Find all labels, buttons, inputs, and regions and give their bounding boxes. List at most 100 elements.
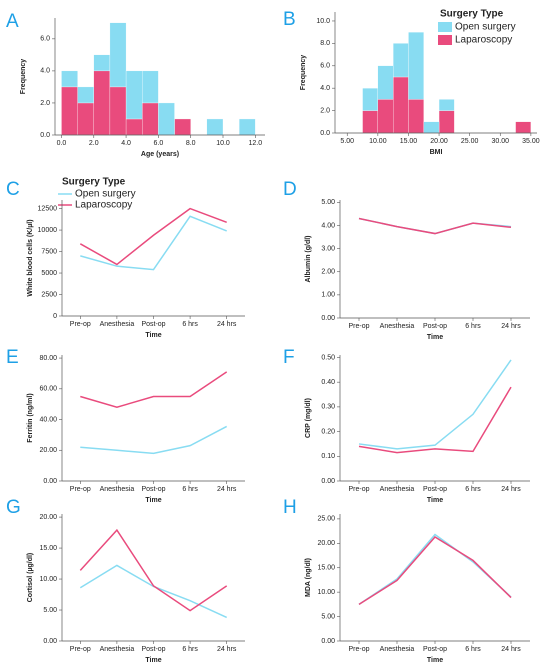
x-tick-label: 30.00 (492, 138, 510, 145)
y-tick-label: 15.00 (317, 565, 335, 572)
x-tick-label: Pre-op (348, 486, 369, 493)
y-axis-label: MDA (ng/dl) (305, 558, 312, 597)
x-tick-label: 6 hrs (465, 323, 481, 330)
y-tick-label: 5000 (41, 270, 57, 277)
y-tick-label: 20.00 (39, 514, 57, 521)
bar (408, 32, 424, 100)
y-tick-label: 10.0 (316, 18, 330, 25)
x-tick-label: Post-op (423, 323, 447, 330)
y-tick-label: 40.00 (39, 416, 57, 423)
x-tick-label: 6 hrs (465, 486, 481, 493)
bar (93, 70, 111, 136)
series-line (358, 217, 512, 235)
legend-entry: Laparoscopy (455, 35, 512, 46)
series-line (79, 528, 228, 612)
x-tick-label: 25.00 (461, 138, 479, 145)
x-tick-label: Anesthesia (100, 321, 135, 328)
y-tick-label: 3.00 (321, 245, 335, 252)
x-tick-label: 24 hrs (217, 321, 237, 328)
y-tick-label: 0.00 (321, 638, 335, 645)
y-tick-label: 0.00 (43, 638, 57, 645)
x-tick-label: Post-op (141, 321, 165, 328)
y-tick-label: 20.00 (39, 447, 57, 454)
y-axis-label: Frequency (300, 55, 307, 91)
bar (362, 88, 378, 111)
x-tick-label: 20.00 (430, 138, 448, 145)
y-axis-label: Albumin (g/dl) (305, 235, 312, 282)
y-tick-label: 0 (53, 313, 57, 320)
panel-letter: E (6, 347, 19, 368)
y-tick-label: 2.00 (321, 269, 335, 276)
x-tick-label: Anesthesia (380, 323, 415, 330)
bar (515, 121, 532, 134)
x-tick-label: Anesthesia (100, 486, 135, 493)
bar (174, 118, 191, 136)
x-tick-label: 24 hrs (217, 486, 237, 493)
x-tick-label: 0.0 (57, 140, 67, 147)
y-tick-label: 0.40 (321, 379, 335, 386)
bar (109, 86, 127, 136)
x-tick-label: Pre-op (348, 323, 369, 330)
bar (142, 102, 159, 136)
series-line (80, 215, 227, 271)
y-tick-label: 2500 (41, 291, 57, 298)
x-tick-label: Anesthesia (380, 646, 415, 653)
x-tick-label: Post-op (423, 486, 447, 493)
x-tick-label: 6 hrs (465, 646, 481, 653)
y-tick-label: 80.00 (39, 355, 57, 362)
x-tick-label: 24 hrs (501, 486, 521, 493)
bar (377, 99, 394, 134)
x-tick-label: 10.00 (369, 138, 387, 145)
x-tick-label: Pre-op (70, 321, 91, 328)
x-tick-label: 10.0 (216, 140, 230, 147)
y-tick-label: 4.0 (40, 68, 50, 75)
x-tick-label: 12.0 (248, 140, 262, 147)
bar (438, 99, 455, 111)
x-tick-label: 6 hrs (182, 321, 198, 328)
bar (206, 118, 224, 136)
series-line (80, 371, 228, 409)
y-tick-label: 2.0 (320, 107, 330, 114)
y-tick-label: 2.0 (40, 100, 50, 107)
bar (77, 86, 94, 104)
panel-letter: F (283, 347, 295, 368)
bar (158, 102, 175, 136)
y-tick-label: 12500 (38, 205, 58, 212)
series-line (358, 533, 512, 605)
y-tick-label: 25.00 (317, 516, 335, 523)
x-tick-label: 2.0 (89, 140, 99, 147)
series-line (79, 564, 228, 619)
y-tick-label: 8.0 (320, 40, 330, 47)
legend-title: Surgery Type (440, 9, 504, 20)
y-tick-label: 10.00 (317, 589, 335, 596)
x-tick-label: 8.0 (186, 140, 196, 147)
bar (93, 54, 111, 72)
bar (438, 110, 455, 134)
y-tick-label: 0.00 (321, 315, 335, 322)
x-tick-label: Post-op (423, 646, 447, 653)
x-axis-label: Time (427, 657, 443, 664)
x-tick-label: 24 hrs (217, 646, 237, 653)
y-axis-label: White blood cells (K/µl) (27, 219, 34, 296)
bar (125, 70, 143, 120)
series-line (358, 359, 512, 450)
y-tick-label: 0.20 (321, 428, 335, 435)
bar (77, 102, 94, 136)
series-line (358, 535, 512, 605)
y-tick-label: 0.00 (43, 478, 57, 485)
y-axis-label: CRP (mg/dl) (305, 398, 312, 438)
panel-letter: B (283, 9, 296, 30)
x-tick-label: 5.00 (340, 138, 354, 145)
legend-swatch (438, 22, 452, 32)
x-tick-label: 24 hrs (501, 323, 521, 330)
legend-entry: Laparoscopy (75, 200, 132, 211)
y-tick-label: 5.00 (321, 199, 335, 206)
series-line (80, 425, 228, 455)
x-tick-label: 15.00 (400, 138, 418, 145)
y-tick-label: 4.00 (321, 222, 335, 229)
y-tick-label: 0.00 (321, 478, 335, 485)
x-tick-label: Pre-op (70, 646, 91, 653)
y-tick-label: 5.00 (43, 607, 57, 614)
y-axis-label: Frequency (20, 59, 27, 95)
